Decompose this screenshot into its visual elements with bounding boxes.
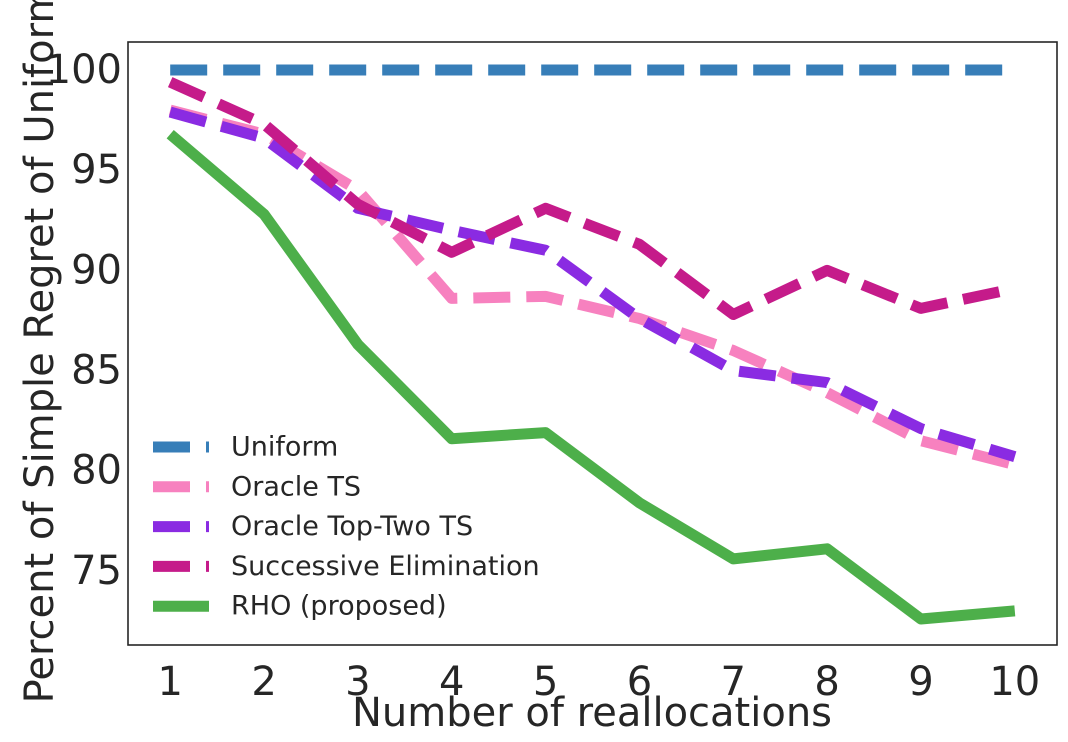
series-line-oracle-ts — [168, 104, 1017, 471]
x-tick-label: 3 — [345, 659, 370, 705]
x-tick-label: 8 — [814, 659, 839, 705]
series-line-successive-elimination — [167, 77, 1016, 320]
legend-label: Oracle TS — [231, 471, 361, 502]
y-tick-label: 95 — [71, 147, 122, 193]
series-line-rho-proposed — [166, 130, 1016, 625]
legend-label: Uniform — [231, 432, 338, 463]
x-tick-label: 10 — [989, 659, 1040, 705]
x-axis-label: Number of reallocations — [352, 690, 832, 736]
legend-label: RHO (proposed) — [231, 591, 447, 622]
y-tick-label: 100 — [46, 47, 122, 93]
y-tick-label: 85 — [71, 348, 122, 394]
y-tick-label: 80 — [71, 448, 122, 494]
plot-frame — [127, 41, 1058, 646]
x-tick-label: 6 — [627, 659, 652, 705]
tick-layer: 1 2 3 4 5 6 7 8 9 10 75 80 85 90 95 100 — [46, 47, 1041, 705]
legend-label: Oracle Top-Two TS — [231, 511, 473, 542]
legend: Uniform Oracle TS Oracle Top-Two TS Success… — [153, 432, 540, 622]
y-tick-label: 75 — [71, 548, 122, 594]
y-tick-label: 90 — [71, 247, 122, 293]
x-tick-label: 2 — [251, 659, 276, 705]
x-tick-label: 9 — [908, 659, 933, 705]
y-axis-label: Percent of Simple Regret of Uniform — [17, 0, 63, 703]
legend-label: Successive Elimination — [231, 551, 540, 582]
series-line-oracle-top-two-ts — [168, 106, 1017, 462]
x-tick-label: 1 — [158, 659, 183, 705]
x-tick-label: 5 — [533, 659, 558, 705]
series-layer — [166, 64, 1017, 625]
x-tick-label: 7 — [721, 659, 746, 705]
x-tick-label: 4 — [439, 659, 464, 705]
